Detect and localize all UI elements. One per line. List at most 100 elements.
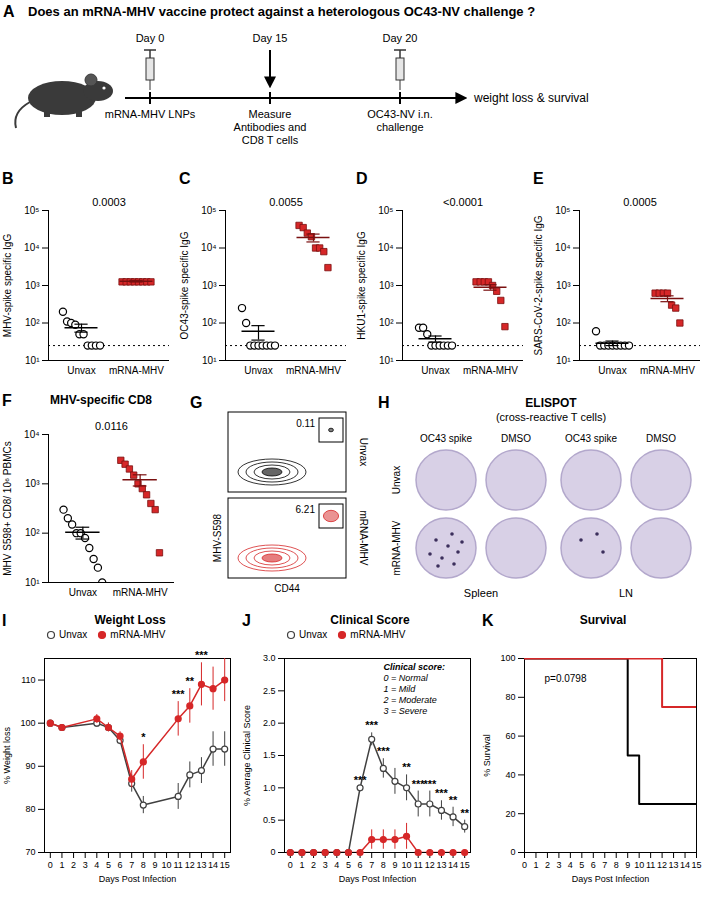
svg-text:10¹: 10¹ — [25, 355, 40, 366]
svg-text:7: 7 — [129, 860, 134, 870]
svg-text:12: 12 — [185, 860, 195, 870]
svg-text:11: 11 — [174, 860, 183, 870]
svg-text:10⁵: 10⁵ — [555, 205, 570, 216]
svg-text:H: H — [378, 394, 390, 411]
svg-text:100: 100 — [20, 718, 35, 728]
svg-text:Unvax: Unvax — [244, 365, 272, 376]
svg-text:10⁴: 10⁴ — [201, 242, 216, 253]
svg-text:2: 2 — [71, 860, 76, 870]
svg-text:0 = Normal: 0 = Normal — [384, 673, 429, 683]
svg-text:LN: LN — [619, 587, 633, 599]
svg-text:***: *** — [195, 649, 209, 661]
svg-text:80: 80 — [25, 804, 35, 814]
svg-text:10: 10 — [162, 860, 172, 870]
svg-text:0.0005: 0.0005 — [623, 196, 657, 208]
svg-text:3: 3 — [556, 860, 561, 870]
svg-text:6: 6 — [591, 860, 596, 870]
svg-text:2 = Moderate: 2 = Moderate — [383, 695, 437, 705]
svg-text:90: 90 — [25, 761, 35, 771]
svg-text:HKU1-spike specific IgG: HKU1-spike specific IgG — [356, 231, 367, 340]
svg-text:110: 110 — [21, 675, 35, 685]
svg-text:challenge: challenge — [376, 121, 423, 133]
svg-text:Unvax: Unvax — [598, 365, 626, 376]
svg-text:***: *** — [354, 774, 368, 786]
svg-text:10¹: 10¹ — [379, 355, 394, 366]
svg-text:5: 5 — [579, 860, 584, 870]
svg-text:3: 3 — [83, 860, 88, 870]
svg-text:9: 9 — [392, 860, 397, 870]
svg-text:Measure: Measure — [249, 108, 292, 120]
svg-text:2: 2 — [545, 860, 550, 870]
svg-text:Day 20: Day 20 — [383, 32, 418, 44]
svg-text:10⁵: 10⁵ — [378, 205, 393, 216]
svg-text:Unvax: Unvax — [67, 365, 95, 376]
svg-text:3: 3 — [323, 860, 328, 870]
svg-text:80: 80 — [505, 692, 515, 702]
svg-text:OC43-NV i.n.: OC43-NV i.n. — [367, 108, 432, 120]
svg-text:10⁵: 10⁵ — [24, 205, 39, 216]
svg-text:Days Post Infection: Days Post Infection — [572, 874, 650, 884]
svg-text:0.11: 0.11 — [296, 418, 315, 429]
svg-text:***: *** — [435, 787, 449, 799]
svg-text:20: 20 — [505, 809, 515, 819]
svg-text:8: 8 — [381, 860, 386, 870]
svg-text:% Survival: % Survival — [482, 734, 492, 777]
svg-text:11: 11 — [646, 860, 655, 870]
svg-text:weight loss & survival: weight loss & survival — [473, 91, 589, 105]
svg-text:4: 4 — [568, 860, 573, 870]
svg-text:10²: 10² — [556, 317, 571, 328]
svg-text:4: 4 — [94, 860, 99, 870]
svg-text:(cross-reactive T cells): (cross-reactive T cells) — [496, 411, 606, 423]
svg-text:Does an mRNA-MHV vaccine prote: Does an mRNA-MHV vaccine protect against… — [28, 4, 535, 19]
svg-text:15: 15 — [220, 860, 230, 870]
svg-text:Day 0: Day 0 — [136, 32, 165, 44]
svg-text:DMSO: DMSO — [646, 433, 676, 444]
svg-text:0.5: 0.5 — [263, 815, 276, 825]
svg-text:1: 1 — [299, 860, 304, 870]
svg-text:11: 11 — [414, 860, 423, 870]
svg-text:3.0: 3.0 — [263, 653, 276, 663]
svg-text:Spleen: Spleen — [464, 587, 498, 599]
svg-text:0.0055: 0.0055 — [269, 196, 303, 208]
svg-text:Unvax: Unvax — [69, 587, 97, 598]
svg-text:mRNA-MHV: mRNA-MHV — [286, 365, 341, 376]
svg-text:10³: 10³ — [379, 280, 394, 291]
svg-text:0: 0 — [48, 860, 53, 870]
svg-text:**: ** — [460, 807, 469, 819]
svg-text:mRNA-MHV: mRNA-MHV — [391, 520, 402, 575]
svg-text:10²: 10² — [202, 317, 217, 328]
svg-text:10²: 10² — [379, 317, 394, 328]
svg-text:10³: 10³ — [25, 478, 40, 489]
svg-text:1: 1 — [533, 860, 538, 870]
svg-text:0: 0 — [288, 860, 293, 870]
svg-text:A: A — [3, 3, 15, 20]
svg-text:2: 2 — [311, 860, 316, 870]
svg-text:9: 9 — [152, 860, 157, 870]
svg-text:10³: 10³ — [25, 280, 40, 291]
svg-text:OC43 spike: OC43 spike — [420, 433, 473, 444]
svg-text:14: 14 — [448, 860, 458, 870]
svg-text:Antibodies and: Antibodies and — [234, 121, 307, 133]
svg-text:10⁴: 10⁴ — [24, 242, 39, 253]
svg-text:CD8 T cells: CD8 T cells — [242, 134, 299, 146]
svg-text:60: 60 — [505, 731, 515, 741]
svg-text:MHV-S598: MHV-S598 — [212, 513, 223, 562]
svg-text:70: 70 — [25, 847, 35, 857]
svg-text:3 = Severe: 3 = Severe — [384, 706, 428, 716]
svg-text:2.0: 2.0 — [263, 718, 276, 728]
svg-text:6.21: 6.21 — [296, 504, 316, 515]
svg-text:0.0003: 0.0003 — [92, 196, 126, 208]
svg-text:8: 8 — [141, 860, 146, 870]
svg-text:0: 0 — [270, 847, 275, 857]
svg-text:6: 6 — [358, 860, 363, 870]
svg-text:1 = Mild: 1 = Mild — [384, 684, 417, 694]
svg-text:40: 40 — [505, 770, 515, 780]
svg-text:10: 10 — [634, 860, 644, 870]
svg-text:DMSO: DMSO — [501, 433, 531, 444]
svg-text:13: 13 — [196, 860, 206, 870]
svg-text:Days Post Infection: Days Post Infection — [99, 874, 177, 884]
svg-text:8: 8 — [614, 860, 619, 870]
svg-text:mRNA-MHV: mRNA-MHV — [640, 365, 695, 376]
svg-text:10⁴: 10⁴ — [378, 242, 393, 253]
svg-text:OC43 spike: OC43 spike — [565, 433, 618, 444]
